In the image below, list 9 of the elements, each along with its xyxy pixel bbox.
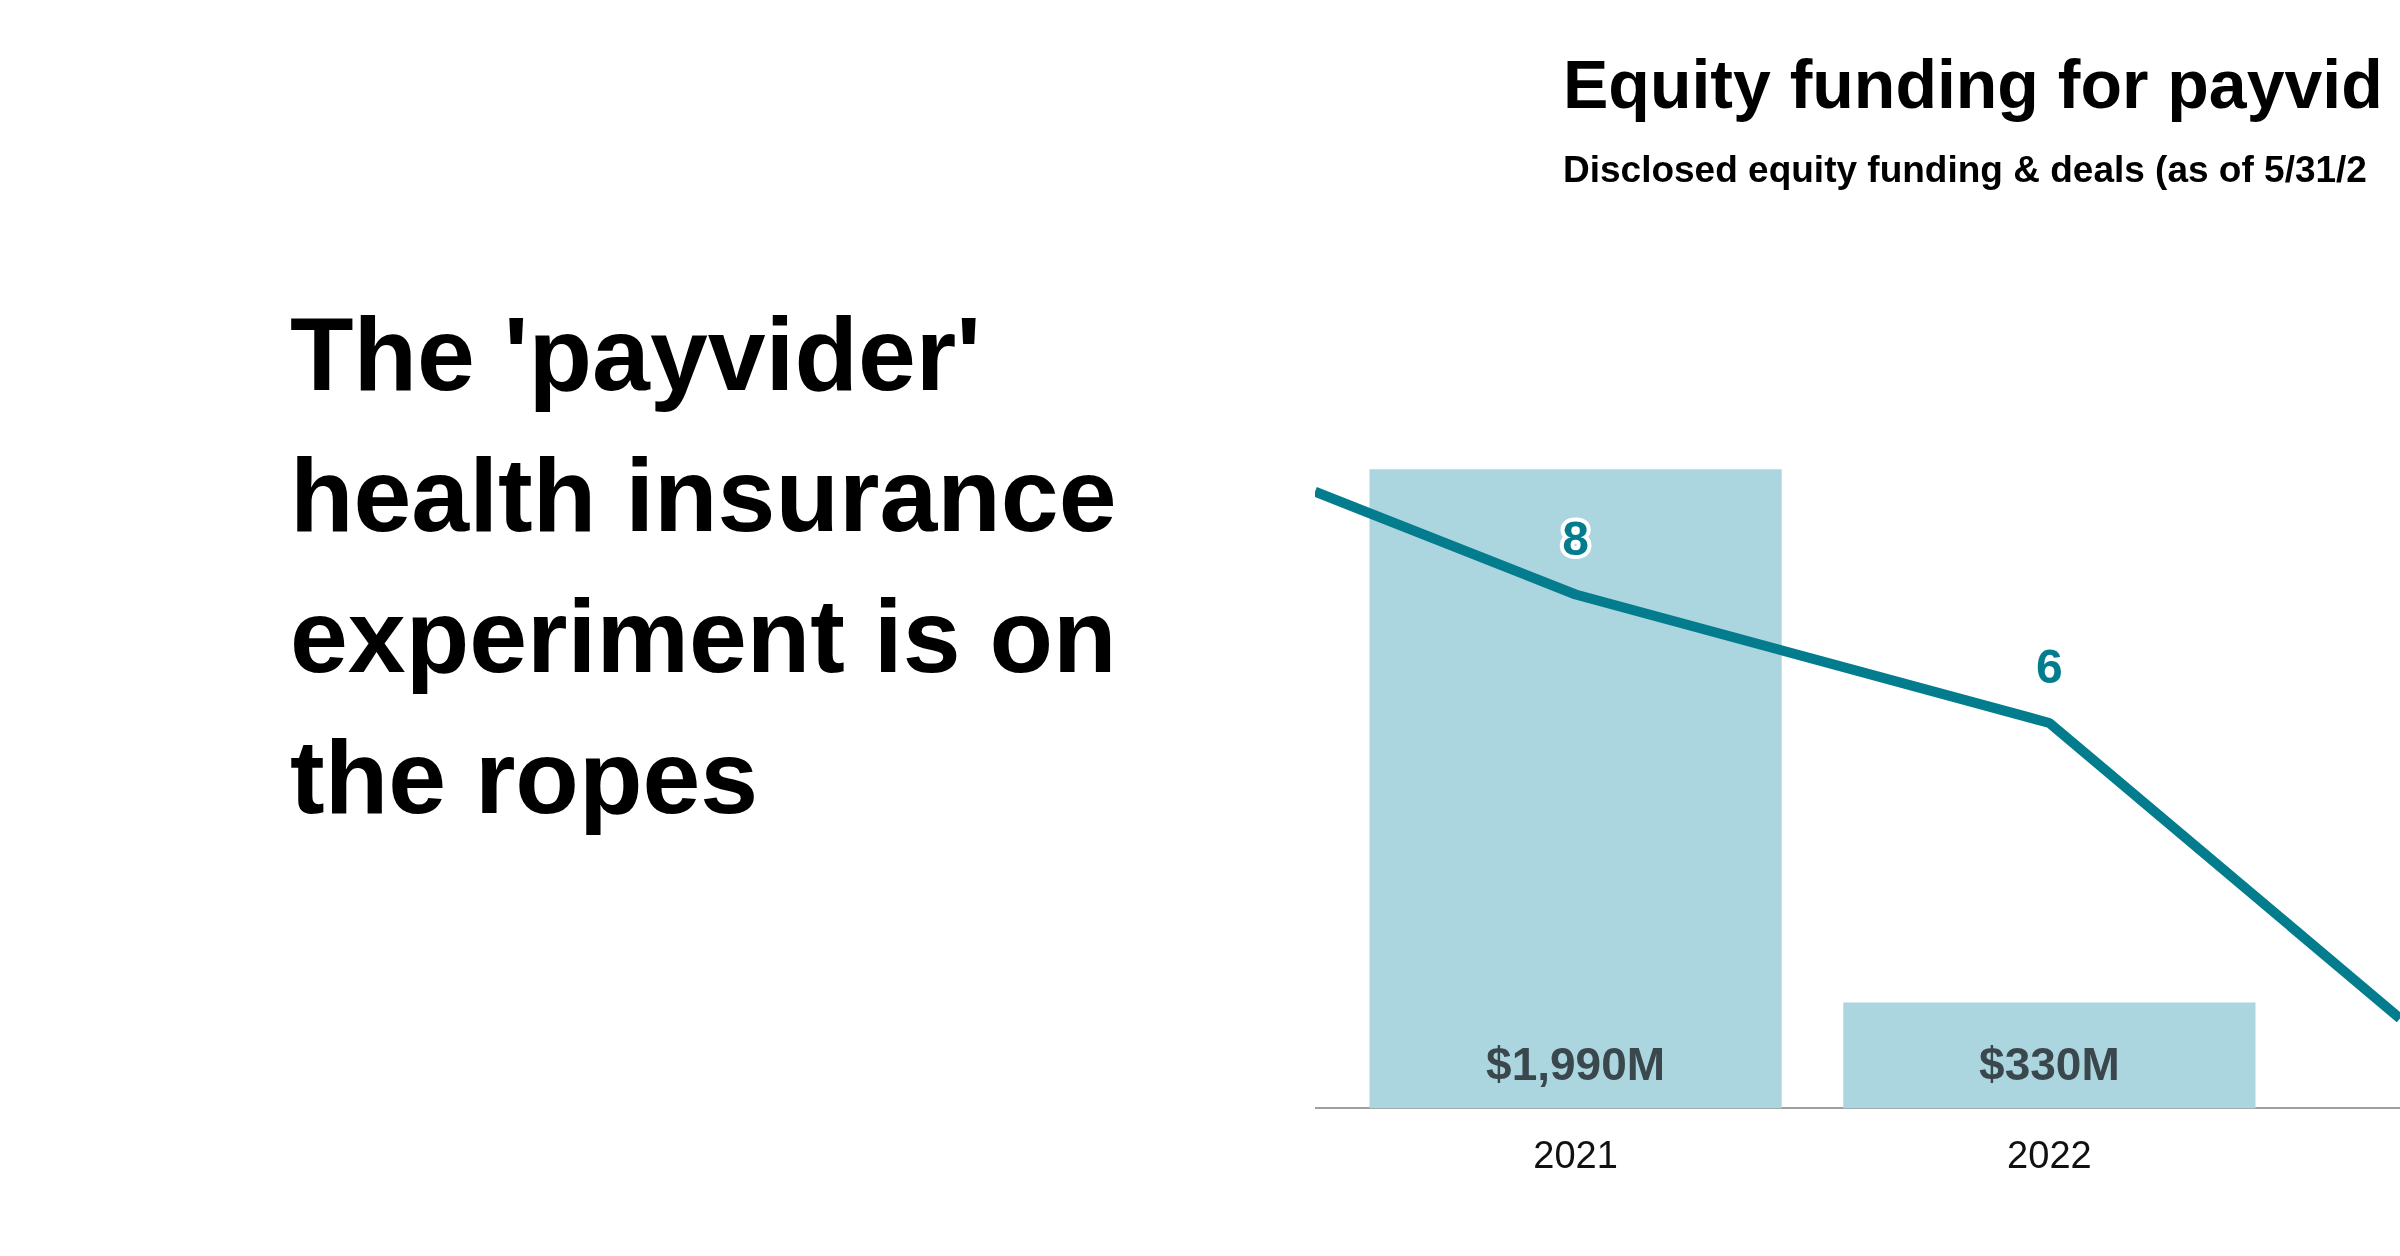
text: The 'payvider' health insurance experiment is on the ropes (290, 295, 1118, 837)
data-label: 6 (2036, 640, 2063, 694)
x-tick-label: 2021 (1533, 1133, 1618, 1176)
data-label: $1,990M (1486, 1038, 1666, 1091)
chart-title: Equity funding for payvid (1563, 46, 2383, 123)
x-tick-label: 2022 (2007, 1133, 2092, 1176)
data-label: 8 (1562, 511, 1589, 565)
data-label: $330M (1979, 1038, 2120, 1091)
chart-subtitle: Disclosed equity funding & deals (as of 5/31/2 (1563, 148, 2367, 190)
